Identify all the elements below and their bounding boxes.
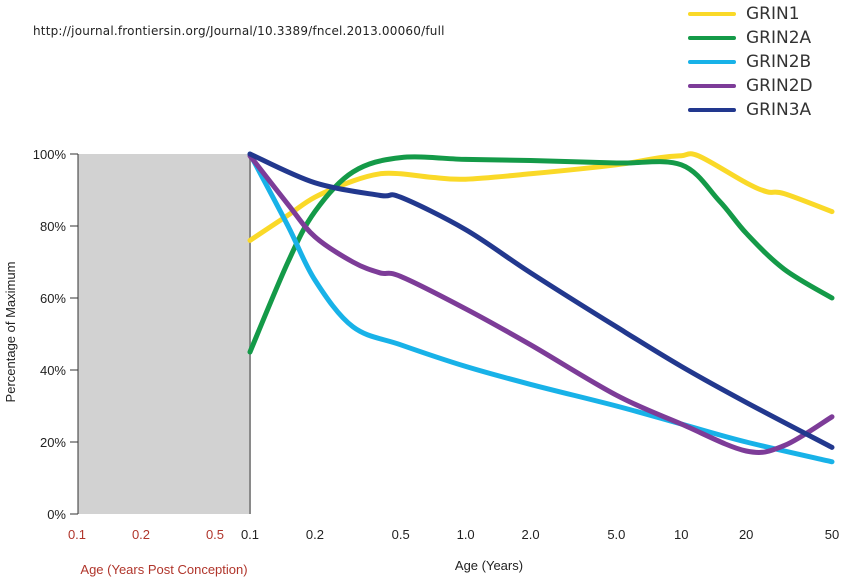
legend-item-grin3a: GRIN3A xyxy=(688,98,813,122)
x-tick-label: 0.2 xyxy=(306,527,324,542)
x-tick-label: 20 xyxy=(739,527,753,542)
x-tick-label: 5.0 xyxy=(607,527,625,542)
legend-swatch-grin2d xyxy=(688,84,736,88)
legend-item-grin1: GRIN1 xyxy=(688,2,813,26)
x-axis-label: Age (Years) xyxy=(455,558,523,573)
prenatal-region xyxy=(78,154,250,514)
x-tick-label: 2.0 xyxy=(522,527,540,542)
source-url: http://journal.frontiersin.org/Journal/1… xyxy=(33,24,445,38)
y-tick-label: 80% xyxy=(40,219,66,234)
legend-label-grin1: GRIN1 xyxy=(746,4,800,24)
x-tick-label-prenatal: 0.1 xyxy=(68,527,86,542)
x-tick-label: 1.0 xyxy=(457,527,475,542)
x-tick-label: 10 xyxy=(674,527,688,542)
series-line-grin2b xyxy=(247,151,835,465)
legend-label-grin3a: GRIN3A xyxy=(746,100,812,120)
legend-swatch-grin3a xyxy=(688,108,736,112)
x-axis-label-prenatal: Age (Years Post Conception) xyxy=(80,562,247,577)
y-tick-label: 20% xyxy=(40,435,66,450)
y-tick-label: 0% xyxy=(47,507,66,522)
legend-label-grin2b: GRIN2B xyxy=(746,52,812,72)
series-line-grin2d xyxy=(247,153,835,455)
y-tick-label: 40% xyxy=(40,363,66,378)
legend-label-grin2a: GRIN2A xyxy=(746,28,812,48)
series-line-grin2a xyxy=(247,154,835,355)
y-axis-label: Percentage of Maximum xyxy=(3,262,18,403)
legend-item-grin2d: GRIN2D xyxy=(688,74,813,98)
legend-label-grin2d: GRIN2D xyxy=(746,76,813,96)
series-line-grin1 xyxy=(247,151,835,243)
legend-item-grin2a: GRIN2A xyxy=(688,26,813,50)
legend-item-grin2b: GRIN2B xyxy=(688,50,813,74)
legend-swatch-grin2b xyxy=(688,60,736,64)
y-tick-label: 100% xyxy=(33,147,67,162)
x-tick-label: 0.5 xyxy=(392,527,410,542)
x-tick-label-prenatal: 0.5 xyxy=(206,527,224,542)
x-tick-label: 50 xyxy=(825,527,839,542)
y-tick-label: 60% xyxy=(40,291,66,306)
x-tick-label-prenatal: 0.2 xyxy=(132,527,150,542)
series-line-grin3a xyxy=(247,151,835,450)
legend: GRIN1 GRIN2A GRIN2B GRIN2D GRIN3A xyxy=(688,2,813,122)
x-tick-label: 0.1 xyxy=(241,527,259,542)
legend-swatch-grin1 xyxy=(688,12,736,16)
legend-swatch-grin2a xyxy=(688,36,736,40)
